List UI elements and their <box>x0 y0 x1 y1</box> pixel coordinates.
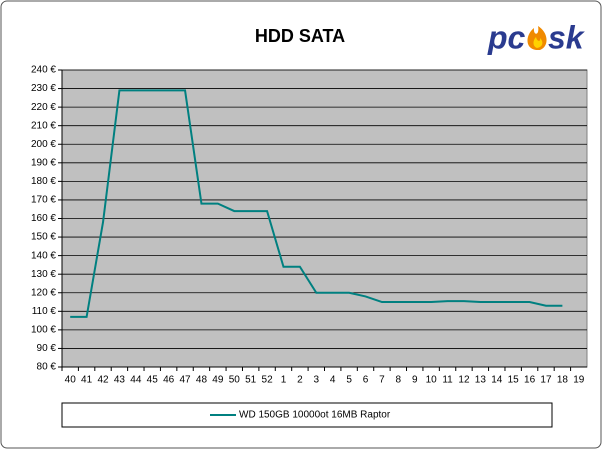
x-tick-label: 7 <box>379 375 385 386</box>
x-tick-label: 50 <box>229 375 241 386</box>
y-tick-label: 160 € <box>31 213 56 224</box>
y-tick-label: 230 € <box>31 83 56 94</box>
x-tick-label: 19 <box>573 375 585 386</box>
y-tick-label: 180 € <box>31 176 56 187</box>
y-tick-label: 120 € <box>31 287 56 298</box>
x-tick-label: 46 <box>163 375 175 386</box>
x-tick-label: 44 <box>130 375 142 386</box>
x-tick-label: 15 <box>508 375 520 386</box>
logo-text: pc <box>487 19 526 55</box>
x-tick-label: 13 <box>475 375 487 386</box>
y-tick-label: 170 € <box>31 195 56 206</box>
x-tick-label: 4 <box>330 375 336 386</box>
x-tick-label: 2 <box>297 375 303 386</box>
x-tick-label: 41 <box>81 375 93 386</box>
x-tick-label: 3 <box>314 375 320 386</box>
x-tick-label: 47 <box>179 375 191 386</box>
y-tick-label: 100 € <box>31 325 56 336</box>
x-tick-label: 48 <box>196 375 208 386</box>
x-tick-label: 42 <box>97 375 109 386</box>
data-line <box>70 89 563 318</box>
logo: pc sk <box>487 19 586 55</box>
y-tick-label: 130 € <box>31 269 56 280</box>
x-tick-label: 14 <box>491 375 503 386</box>
x-tick-label: 12 <box>458 375 470 386</box>
y-tick-label: 140 € <box>31 250 56 261</box>
y-tick-label: 190 € <box>31 157 56 168</box>
y-tick-label: 150 € <box>31 232 56 243</box>
x-tick-label: 1 <box>281 375 287 386</box>
x-tick-label: 10 <box>426 375 438 386</box>
y-tick-label: 110 € <box>32 306 57 317</box>
chart-title: HDD SATA <box>255 26 345 46</box>
y-tick-label: 80 € <box>37 362 57 373</box>
x-tick-label: 6 <box>363 375 369 386</box>
x-tick-label: 43 <box>114 375 126 386</box>
logo-text: sk <box>548 19 586 55</box>
y-tick-label: 200 € <box>31 139 56 150</box>
x-tick-label: 5 <box>346 375 352 386</box>
logo-flame-inner <box>533 37 543 48</box>
legend-box <box>61 402 553 428</box>
y-tick-label: 220 € <box>31 102 56 113</box>
x-tick-label: 8 <box>396 375 402 386</box>
y-tick-label: 90 € <box>37 343 57 354</box>
x-tick-label: 17 <box>540 375 552 386</box>
x-tick-label: 51 <box>245 375 257 386</box>
legend-label: WD 150GB 10000ot 16MB Raptor <box>239 410 391 421</box>
x-tick-label: 49 <box>212 375 224 386</box>
y-tick-label: 240 € <box>31 65 56 76</box>
x-tick-label: 16 <box>524 375 536 386</box>
x-tick-label: 45 <box>147 375 159 386</box>
x-tick-label: 9 <box>412 375 418 386</box>
y-tick-label: 210 € <box>31 120 56 131</box>
x-tick-label: 40 <box>65 375 77 386</box>
x-tick-label: 18 <box>557 375 569 386</box>
x-tick-label: 11 <box>442 375 453 386</box>
x-tick-label: 52 <box>262 375 274 386</box>
